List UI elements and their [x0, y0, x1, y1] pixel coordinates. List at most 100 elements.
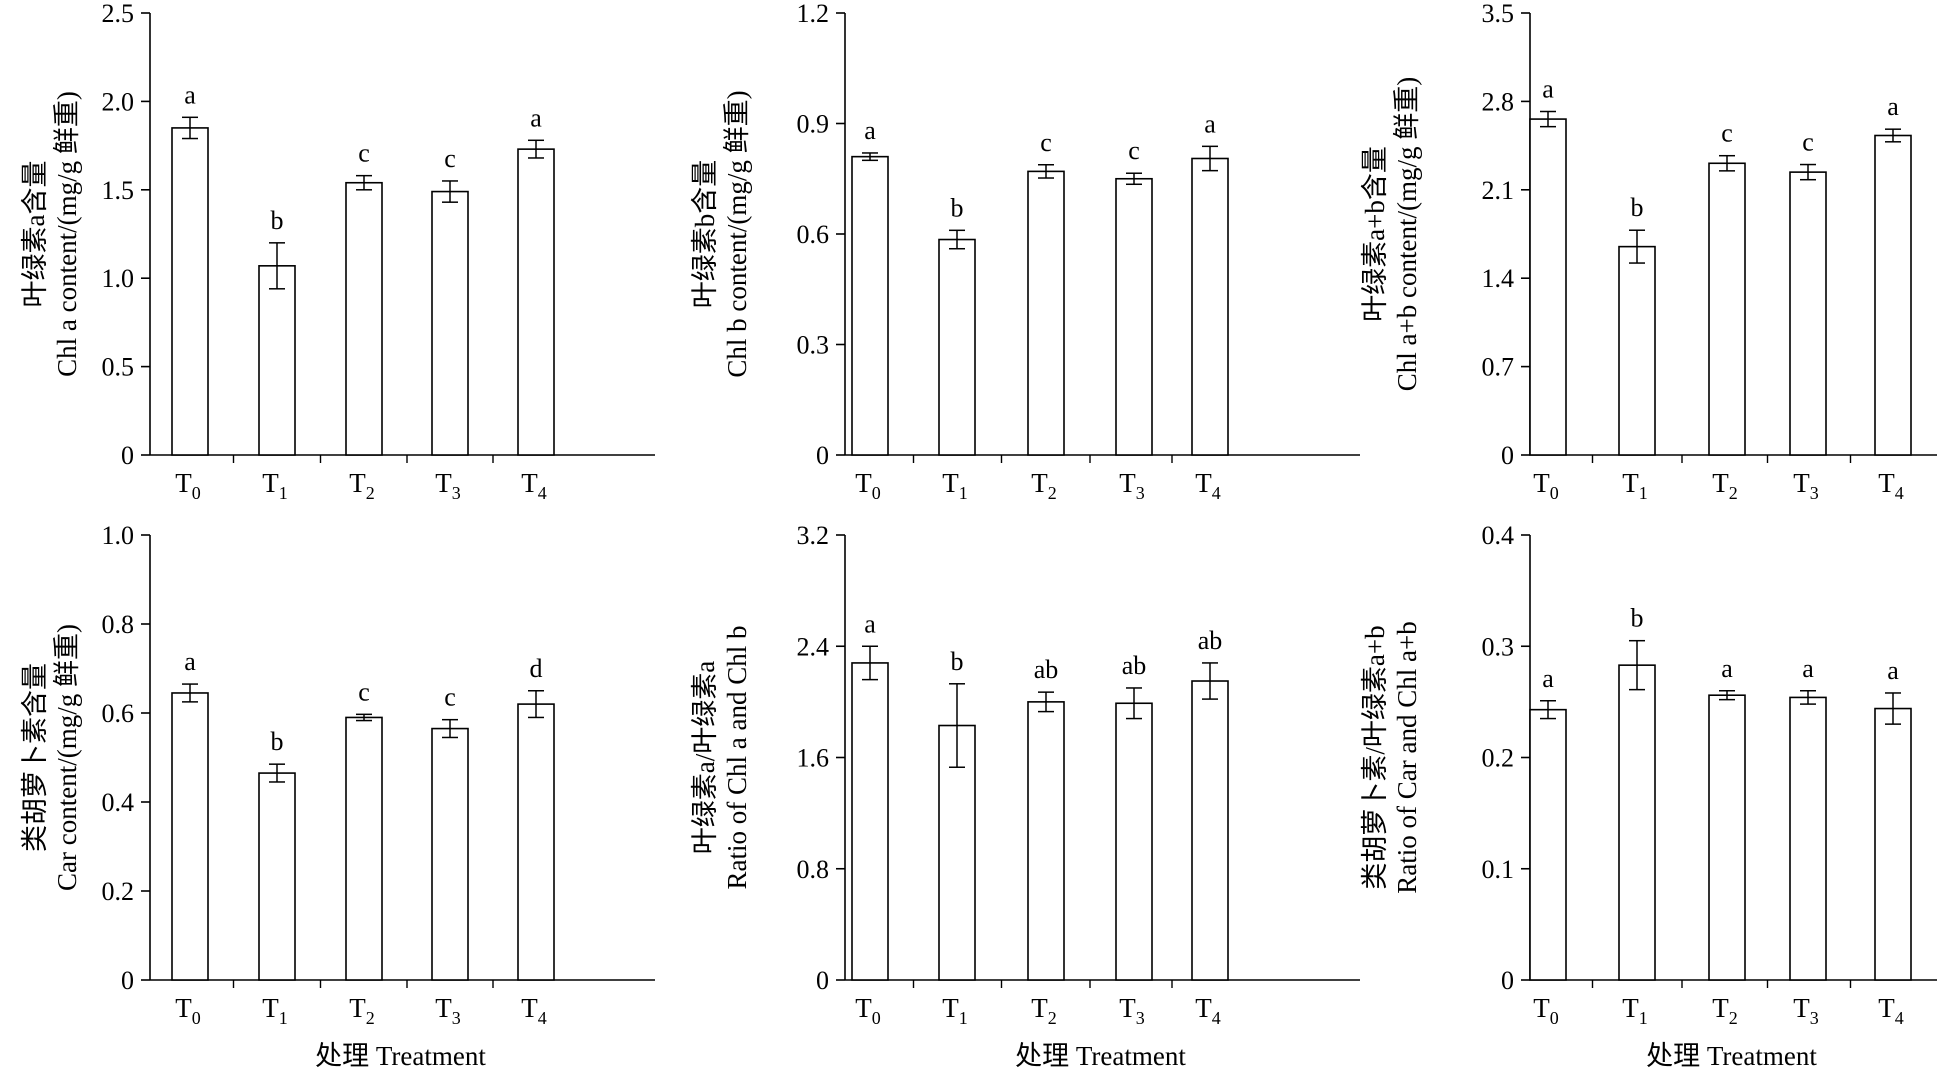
bar [1789, 696, 1827, 981]
bar [851, 662, 889, 981]
bar [1708, 694, 1746, 981]
x-axis-title: 处理 Treatment [1646, 1041, 1817, 1071]
x-tick-label: T4 [1878, 468, 1904, 503]
significance-letter: c [444, 144, 456, 173]
x-tick-label: T4 [521, 993, 547, 1028]
significance-letter: c [358, 139, 370, 168]
bar [1618, 664, 1656, 981]
bar [1529, 118, 1567, 456]
y-tick-label: 0.6 [102, 699, 135, 728]
significance-letter: b [951, 647, 964, 676]
bar [258, 265, 296, 456]
bar [1874, 134, 1912, 456]
x-tick-label: T1 [942, 993, 968, 1028]
x-tick-label: T3 [435, 468, 461, 503]
significance-letter: a [1542, 664, 1554, 693]
x-axis-title: 处理 Treatment [315, 1041, 486, 1071]
significance-letter: a [184, 647, 196, 676]
bar [1191, 680, 1229, 981]
y-tick-label: 0.8 [797, 855, 830, 884]
bar [938, 238, 976, 456]
y-tick-label: 0.4 [102, 788, 135, 817]
bar [258, 772, 296, 981]
y-tick-label: 0.7 [1482, 353, 1515, 382]
x-tick-label: T2 [1031, 993, 1057, 1028]
x-tick-label: T2 [349, 993, 375, 1028]
x-tick-label: T1 [942, 468, 968, 503]
y-tick-label: 0 [121, 966, 134, 995]
significance-letter: a [1802, 654, 1814, 683]
bar [1115, 702, 1153, 981]
y-tick-label: 0.4 [1482, 521, 1515, 550]
bar [431, 190, 469, 456]
bar [1115, 177, 1153, 456]
y-tick-label: 0.5 [102, 353, 135, 382]
y-axis-title: 类胡萝卜素/叶绿素a+bRatio of Car and Chl a+b [1360, 621, 1422, 893]
y-axis-title: 叶绿素a含量Chl a content/(mg/g 鲜重) [20, 91, 82, 377]
significance-letter: b [1631, 604, 1644, 633]
y-tick-label: 0.1 [1482, 855, 1515, 884]
significance-letter: a [184, 80, 196, 109]
significance-letter: c [1802, 128, 1814, 157]
y-tick-label: 0.3 [797, 331, 830, 360]
chart-panel-5: 0 0.8 1.6 2.4 3.2 a T0 b T1 ab T2 ab T3 ab T4 叶绿素a/叶绿素a… [690, 521, 1360, 1071]
x-tick-label: T1 [1622, 468, 1648, 503]
x-tick-label: T2 [1712, 993, 1738, 1028]
significance-letter: ab [1198, 626, 1223, 655]
bar [1618, 245, 1656, 456]
significance-letter: a [1887, 656, 1899, 685]
y-tick-label: 1.4 [1482, 264, 1515, 293]
x-tick-label: T3 [1119, 993, 1145, 1028]
x-tick-label: T0 [1533, 468, 1559, 503]
y-tick-label: 0.8 [102, 610, 135, 639]
x-tick-label: T3 [1793, 993, 1819, 1028]
x-tick-label: T1 [262, 993, 288, 1028]
x-tick-label: T2 [1031, 468, 1057, 503]
y-tick-label: 0.3 [1482, 632, 1515, 661]
x-tick-label: T0 [1533, 993, 1559, 1028]
bar [1529, 708, 1567, 981]
x-tick-label: T4 [1195, 993, 1221, 1028]
significance-letter: ab [1034, 655, 1059, 684]
bar [171, 127, 209, 456]
x-tick-label: T4 [1195, 468, 1221, 503]
x-tick-label: T3 [1119, 468, 1145, 503]
chart-panel-6: 0 0.1 0.2 0.3 0.4 a T0 b T1 a T2 a T3 a T4 类胡萝卜素/叶绿素a+b… [1360, 521, 1937, 1071]
y-tick-label: 0.6 [797, 220, 830, 249]
significance-letter: c [1040, 128, 1052, 157]
significance-letter: c [1721, 119, 1733, 148]
x-tick-label: T3 [1793, 468, 1819, 503]
y-tick-label: 0 [816, 966, 829, 995]
bar [1708, 162, 1746, 456]
significance-letter: b [271, 206, 284, 235]
y-tick-label: 0 [1501, 966, 1514, 995]
chart-panel-4: 0 0.2 0.4 0.6 0.8 1.0 a T0 b T1 c T2 c T3 d T4 类胡萝卜素含量Ca… [20, 521, 655, 1071]
y-tick-label: 3.2 [797, 521, 830, 550]
bar [1874, 707, 1912, 981]
bar [171, 692, 209, 981]
bar [851, 155, 889, 456]
y-tick-label: 2.5 [102, 0, 135, 28]
chart-panel-2: 0 0.3 0.6 0.9 1.2 a T0 b T1 c T2 c T3 a T4 叶绿素b含量Chl b … [690, 0, 1360, 503]
y-tick-label: 0.2 [102, 877, 135, 906]
y-tick-label: 2.1 [1482, 176, 1515, 205]
y-tick-label: 3.5 [1482, 0, 1515, 28]
x-tick-label: T1 [1622, 993, 1648, 1028]
x-tick-label: T0 [855, 468, 881, 503]
significance-letter: a [1721, 654, 1733, 683]
x-tick-label: T4 [521, 468, 547, 503]
bar [345, 181, 383, 456]
x-tick-label: T2 [349, 468, 375, 503]
significance-letter: a [864, 116, 876, 145]
bar [517, 703, 555, 981]
x-tick-label: T4 [1878, 993, 1904, 1028]
significance-letter: c [1128, 136, 1140, 165]
significance-letter: c [358, 677, 370, 706]
significance-letter: b [271, 727, 284, 756]
y-axis-title: 叶绿素a+b含量Chl a+b content/(mg/g 鲜重) [1360, 77, 1422, 391]
y-axis-title: 叶绿素a/叶绿素aRatio of Chl a and Chl b [690, 626, 752, 890]
x-tick-label: T3 [435, 993, 461, 1028]
bar [431, 727, 469, 981]
y-tick-label: 2.0 [102, 87, 135, 116]
